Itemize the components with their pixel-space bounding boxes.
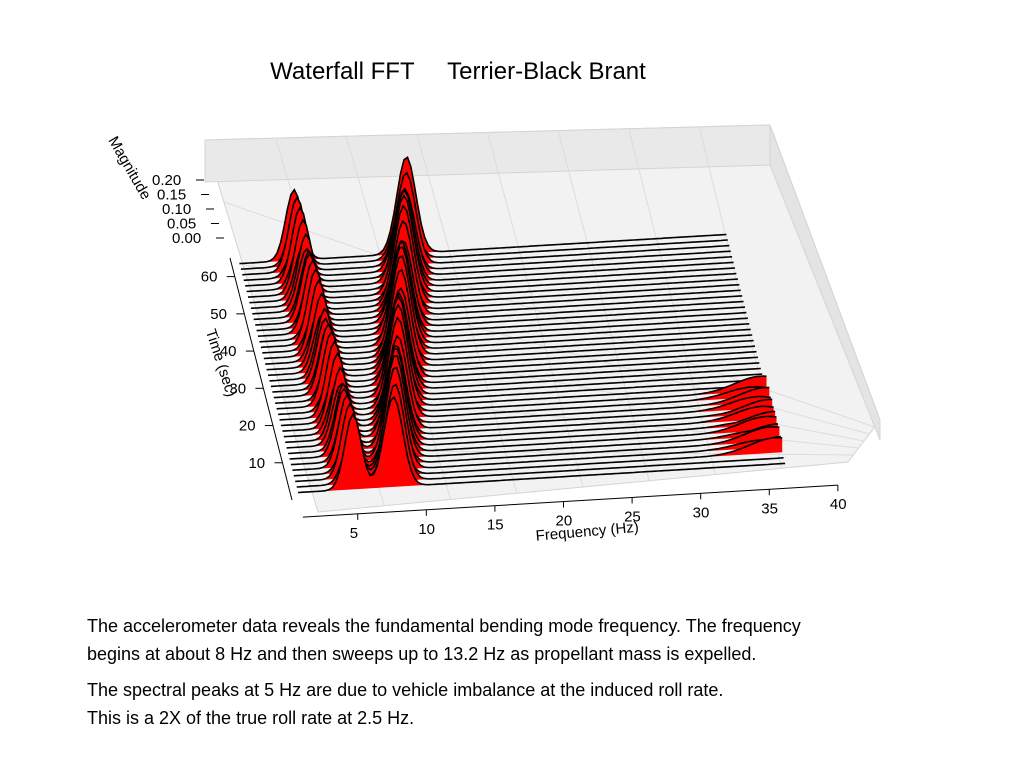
waterfall-slice-line: [245, 191, 733, 287]
time-tick-label: 60: [201, 269, 218, 286]
frequency-tick-label: 25: [624, 508, 641, 525]
waterfall-slice-line: [247, 214, 736, 298]
description-paragraph-1: The accelerometer data reveals the funda…: [87, 612, 967, 668]
waterfall-slice-line: [240, 189, 728, 270]
waterfall-slice-line: [269, 292, 757, 382]
time-tick-label: 40: [220, 343, 237, 360]
frequency-axis-label: Frequency (Hz): [535, 519, 639, 545]
time-tick-label: 50: [210, 306, 227, 323]
time-tick-label: 10: [248, 455, 265, 472]
frequency-tick-label: 20: [556, 513, 573, 530]
waterfall-slice-line: [289, 382, 777, 460]
magnitude-tick-label: 0.15: [157, 187, 186, 204]
waterfall-slice-line: [267, 268, 756, 377]
waterfall-slice-line: [292, 393, 780, 471]
waterfall-slice-line: [293, 366, 781, 477]
waterfall-slice-line: [266, 292, 754, 371]
frequency-tick-label: 30: [693, 504, 710, 521]
description-paragraph-2: The spectral peaks at 5 Hz are due to ve…: [87, 676, 967, 732]
magnitude-axis-label: Magnitude: [105, 134, 155, 203]
waterfall-slice-line: [259, 241, 747, 343]
waterfall-slice-fill: [298, 397, 786, 493]
waterfall-slice-line: [279, 340, 767, 421]
magnitude-tick-label: 0.10: [162, 201, 191, 218]
time-tick-label: 30: [229, 380, 246, 397]
waterfall-slice-line: [239, 156, 727, 265]
waterfall-slice-line: [256, 240, 744, 332]
waterfall-slice-line: [246, 188, 734, 293]
waterfall-slice-line: [272, 291, 760, 393]
description-line-3: The spectral peaks at 5 Hz are due to ve…: [87, 680, 724, 700]
waterfall-slice-line: [242, 171, 730, 276]
waterfall-slice-line: [262, 246, 750, 354]
description-line-2: begins at about 8 Hz and then sweeps up …: [87, 644, 757, 664]
waterfall-slice-line: [278, 303, 766, 416]
time-tick-label: 20: [239, 418, 256, 435]
waterfall-slice-line: [283, 334, 771, 438]
waterfall-slice-line: [285, 344, 773, 444]
magnitude-tick-label: 0.20: [152, 172, 181, 189]
grid-line: [557, 130, 650, 481]
chart-axes: 5 10 15 20 25 30 35 40 Frequency (Hz) 10 20 30 40 50 6…: [105, 134, 847, 545]
waterfall-chart: 5 10 15 20 25 30 35 40 Frequency (Hz) 10 20 30 40 50 6…: [105, 124, 881, 545]
waterfall-slice-line: [270, 286, 758, 388]
frequency-tick-label: 5: [350, 525, 358, 542]
waterfall-slice-line: [273, 309, 761, 399]
waterfall-slice-line: [243, 187, 731, 282]
time-axis-label: Time (sec): [202, 327, 240, 399]
waterfall-slice-line: [288, 347, 776, 455]
slide-title: Waterfall FFT Terrier-Black Brant: [270, 58, 646, 85]
waterfall-slice-line: [295, 398, 783, 483]
magnitude-tick-label: 0.00: [172, 230, 201, 247]
frequency-tick-label: 40: [830, 496, 847, 513]
waterfall-slice-line: [257, 239, 746, 337]
grid-line: [416, 134, 518, 494]
frequency-tick-label: 10: [418, 521, 435, 538]
waterfall-slice-line: [250, 232, 738, 310]
description-line-1: The accelerometer data reveals the funda…: [87, 616, 801, 636]
description-line-4: This is a 2X of the true roll rate at 2.…: [87, 708, 415, 728]
frequency-tick-label: 35: [761, 500, 778, 517]
waterfall-slice-line: [286, 357, 774, 449]
waterfall-slice-line: [252, 204, 740, 315]
waterfall-slice-line: [253, 242, 741, 321]
waterfall-slice-line: [275, 294, 763, 404]
magnitude-tick-label: 0.05: [167, 216, 196, 233]
waterfall-slice-line: [260, 263, 748, 349]
waterfall-slice-line: [276, 330, 764, 410]
waterfall-slice-line: [290, 355, 778, 466]
waterfall-slice-line: [280, 316, 769, 427]
waterfall-slice-line: [255, 219, 743, 326]
time-axis-line: [229, 257, 293, 501]
waterfall-slice-line: [263, 278, 751, 360]
waterfall-slice-line: [282, 345, 770, 432]
frequency-tick-label: 15: [487, 517, 504, 534]
waterfall-slice-line: [249, 194, 737, 304]
frequency-axis-line: [302, 484, 838, 518]
waterfall-slice-line: [265, 255, 753, 365]
waterfall-slice-line: [298, 395, 786, 494]
waterfall-slices: [239, 156, 786, 494]
chart-side-pane: [769, 124, 881, 441]
